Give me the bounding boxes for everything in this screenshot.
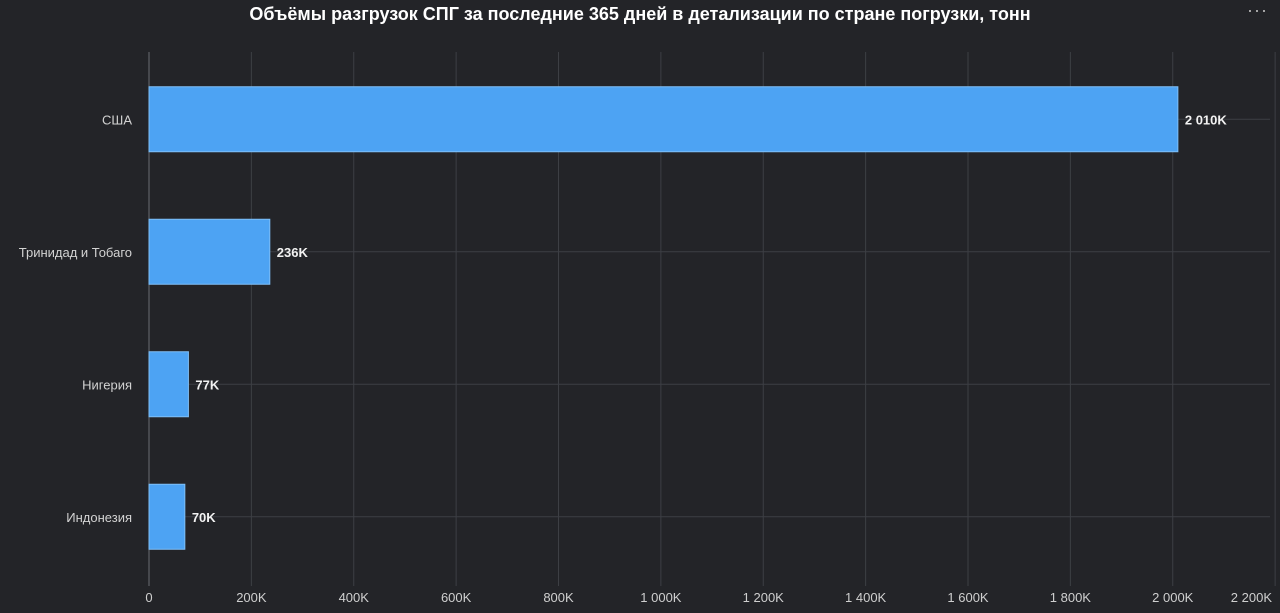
x-tick-label: 1 400K bbox=[845, 590, 887, 605]
bars bbox=[148, 86, 1179, 550]
x-tick-label: 800K bbox=[543, 590, 574, 605]
data-label: 2 010K bbox=[1185, 112, 1228, 127]
data-label: 70K bbox=[192, 510, 216, 525]
bar bbox=[148, 483, 186, 550]
x-tick-label: 1 800K bbox=[1050, 590, 1092, 605]
x-tick-label: 1 000K bbox=[640, 590, 682, 605]
x-tick-label: 600K bbox=[441, 590, 472, 605]
x-tick-label: 1 200K bbox=[743, 590, 785, 605]
labels: 0 200K 400K 600K 800K 1 000K 1 200K 1 400K 1 600… bbox=[19, 112, 1273, 605]
x-tick-label: 1 600K bbox=[947, 590, 989, 605]
x-tick-label: 400K bbox=[339, 590, 370, 605]
bar bbox=[148, 86, 1179, 153]
category-label: Тринидад и Тобаго bbox=[19, 245, 132, 260]
data-label: 236K bbox=[277, 245, 309, 260]
bar bbox=[148, 218, 271, 285]
category-label: США bbox=[102, 112, 132, 127]
x-tick-label: 0 bbox=[145, 590, 152, 605]
category-label: Индонезия bbox=[66, 510, 132, 525]
bar bbox=[148, 351, 189, 418]
chart-title: Объёмы разгрузок СПГ за последние 365 дн… bbox=[249, 4, 1031, 24]
x-tick-label: 2 000K bbox=[1152, 590, 1194, 605]
category-label: Нигерия bbox=[82, 377, 132, 392]
data-label: 77K bbox=[195, 377, 219, 392]
x-tick-label: 2 200K bbox=[1231, 590, 1273, 605]
more-options-icon[interactable]: ··· bbox=[1247, 0, 1268, 20]
x-tick-label: 200K bbox=[236, 590, 267, 605]
